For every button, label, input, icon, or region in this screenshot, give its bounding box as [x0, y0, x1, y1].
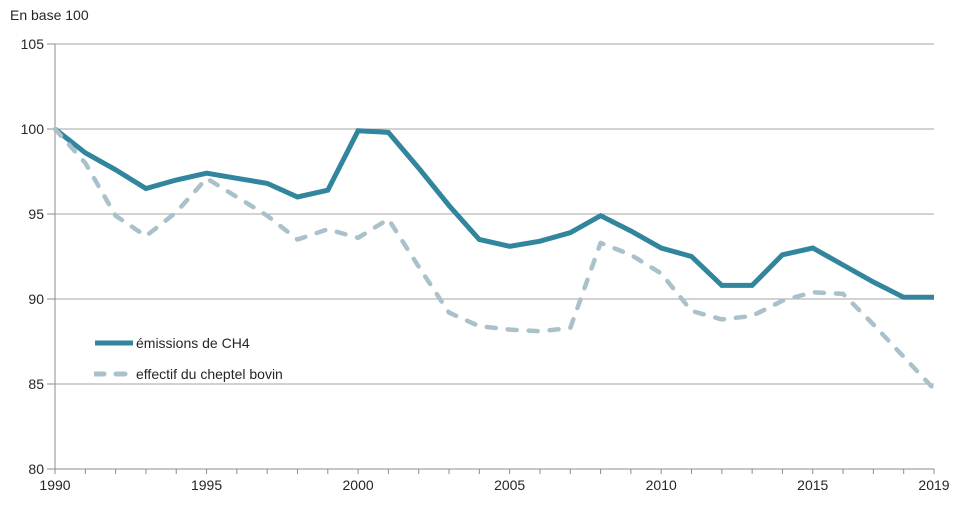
y-tick-label-95: 95 [28, 206, 44, 222]
chart-title: En base 100 [10, 7, 89, 23]
x-tick-label-2015: 2015 [797, 477, 828, 493]
x-tick-label-1990: 1990 [39, 477, 70, 493]
legend-label-emissions-ch4: émissions de CH4 [136, 334, 250, 351]
y-tick-label-90: 90 [28, 291, 44, 307]
series-line-emissions-ch4 [53, 127, 934, 300]
x-tick-label-2010: 2010 [646, 477, 677, 493]
x-tick-label-1995: 1995 [191, 477, 222, 493]
legend-item-cheptel-bovin: effectif du cheptel bovin [94, 363, 283, 384]
legend: émissions de CH4 effectif du cheptel bov… [94, 332, 283, 394]
y-tick-label-105: 105 [21, 36, 45, 52]
y-tick-label-80: 80 [28, 461, 44, 477]
legend-item-emissions-ch4: émissions de CH4 [94, 332, 283, 353]
series-line-cheptel-bovin [52, 126, 937, 392]
x-tick-label-2005: 2005 [494, 477, 525, 493]
legend-swatch-dashed-line-icon [94, 371, 134, 376]
legend-swatch-solid-line-icon [95, 340, 133, 345]
x-tick-label-2019: 2019 [918, 477, 949, 493]
x-tick-label-2000: 2000 [343, 477, 374, 493]
y-tick-label-85: 85 [28, 376, 44, 392]
y-tick-label-100: 100 [21, 121, 45, 137]
legend-label-cheptel-bovin: effectif du cheptel bovin [136, 365, 283, 382]
